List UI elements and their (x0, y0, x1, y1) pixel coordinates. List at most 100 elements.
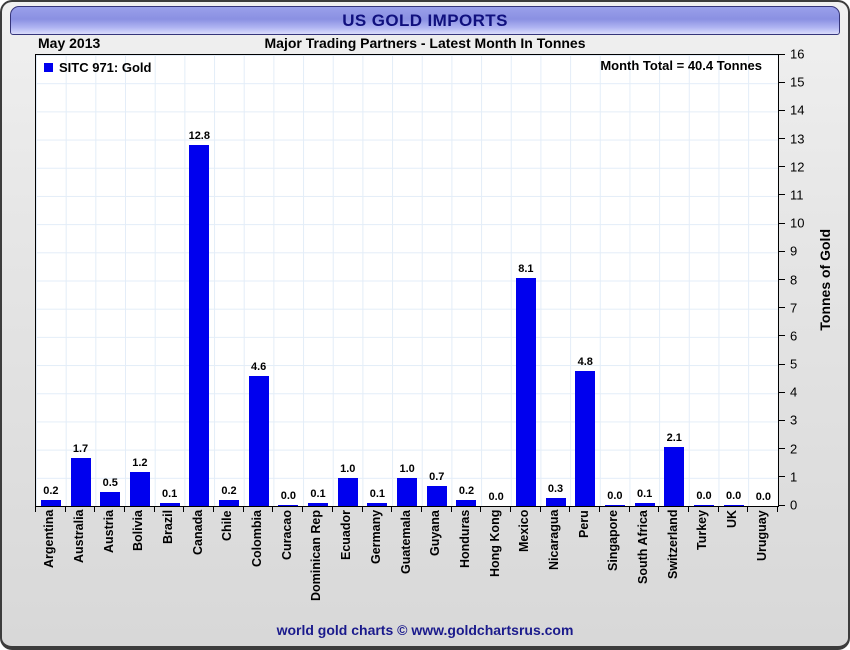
x-label-text-germany: Germany (368, 510, 383, 565)
bar-value-curacao: 0.0 (280, 490, 296, 502)
x-label-australia: Australia (65, 510, 95, 614)
bar-dominican-rep (308, 503, 329, 506)
y-tick-label-11: 11 (790, 187, 804, 203)
x-axis-labels: Argentina Australia Austria Bolivia Brazil Ca… (35, 510, 777, 614)
bar-germany (367, 503, 388, 506)
bar-colombia (248, 376, 269, 506)
legend-swatch (44, 63, 53, 72)
y-tick-label-4: 4 (790, 384, 798, 400)
y-tick-9 (778, 250, 785, 252)
bar-value-brazil: 0.1 (161, 488, 178, 501)
x-label-text-peru: Peru (576, 510, 591, 538)
x-label-text-bolivia: Bolivia (131, 510, 146, 551)
bar-honduras (456, 500, 477, 506)
x-tick-15 (480, 506, 482, 512)
y-tick-14 (778, 109, 785, 111)
bar-slot-colombia: 4.6 (244, 55, 274, 506)
y-tick-8 (778, 279, 785, 280)
x-label-south-africa: South Africa (629, 510, 659, 614)
bar-value-chile: 0.2 (221, 485, 237, 498)
x-label-text-singapore: Singapore (606, 510, 621, 572)
bar-slot-switzerland: 2.1 (659, 55, 689, 506)
bar-value-argentina: 0.2 (43, 485, 59, 498)
x-tick-24 (747, 506, 749, 512)
x-label-text-uk: UK (725, 510, 740, 529)
bar-peru (575, 370, 596, 506)
bar-slot-guyana: 0.7 (422, 55, 452, 506)
bar-uk (723, 505, 744, 506)
x-label-text-guyana: Guyana (428, 510, 443, 556)
x-label-argentina: Argentina (35, 510, 65, 614)
bar-value-dominican-rep: 0.1 (310, 488, 326, 501)
bar-slot-mexico: 8.1 (511, 55, 541, 506)
x-tick-18 (569, 506, 571, 512)
x-tick-7 (242, 506, 244, 512)
bar-slot-chile: 0.2 (214, 55, 244, 506)
x-label-text-guatemala: Guatemala (398, 510, 413, 574)
bar-slot-argentina: 0.2 (36, 55, 66, 506)
bar-slot-bolivia: 1.2 (125, 55, 155, 506)
y-tick-12 (778, 166, 785, 168)
x-tick-11 (361, 506, 363, 512)
x-tick-6 (213, 506, 215, 512)
x-label-peru: Peru (569, 510, 599, 614)
x-label-nicaragua: Nicaragua (540, 510, 570, 614)
y-tick-13 (778, 138, 785, 140)
bar-slot-uruguay: 0.0 (749, 55, 779, 506)
y-tick-label-14: 14 (790, 102, 805, 118)
x-label-mexico: Mexico (510, 510, 540, 614)
y-tick-2 (778, 448, 785, 450)
bar-bolivia (129, 472, 150, 506)
bar-singapore (604, 505, 625, 506)
x-label-bolivia: Bolivia (124, 510, 154, 614)
bar-value-austria: 0.5 (102, 476, 118, 489)
y-tick-label-0: 0 (790, 497, 798, 513)
y-axis-title: Tonnes of Gold (814, 54, 836, 505)
x-tick-4 (153, 506, 155, 512)
x-label-text-uruguay: Uruguay (754, 510, 769, 561)
y-tick-label-6: 6 (790, 328, 798, 344)
x-label-curacao: Curacao (273, 510, 303, 614)
x-tick-3 (124, 506, 125, 512)
bar-slot-germany: 0.1 (363, 55, 393, 506)
y-tick-16 (778, 54, 785, 55)
y-tick-7 (778, 307, 785, 309)
bar-guyana (426, 486, 447, 506)
bar-value-bolivia: 1.2 (132, 457, 148, 470)
x-label-austria: Austria (94, 510, 124, 614)
x-label-honduras: Honduras (451, 510, 481, 614)
x-label-text-austria: Austria (101, 510, 116, 554)
x-label-switzerland: Switzerland (658, 510, 688, 614)
x-tick-10 (331, 506, 333, 512)
x-axis-ticks (35, 506, 778, 512)
bar-value-peru: 4.8 (577, 355, 593, 368)
bars-container: 0.2 1.7 0.5 1.2 0.1 12.8 0.2 4.6 0.0 0.1 1.0 0.1 1.0… (36, 55, 778, 506)
bar-brazil (159, 503, 180, 506)
y-tick-3 (778, 419, 785, 421)
chart-subtitle: Major Trading Partners - Latest Month In… (264, 35, 586, 51)
y-tick-label-9: 9 (790, 243, 798, 259)
x-label-text-nicaragua: Nicaragua (546, 510, 561, 571)
x-label-singapore: Singapore (599, 510, 629, 614)
bar-argentina (40, 500, 61, 506)
month-total-annotation: Month Total = 40.4 Tonnes (600, 58, 762, 73)
bar-value-guyana: 0.7 (429, 471, 445, 484)
period-label: May 2013 (38, 35, 101, 51)
x-label-text-chile: Chile (220, 510, 235, 541)
bar-value-nicaragua: 0.3 (547, 482, 564, 495)
bar-slot-nicaragua: 0.3 (541, 55, 571, 506)
y-tick-label-13: 13 (790, 131, 805, 147)
y-tick-label-8: 8 (790, 272, 798, 287)
bar-slot-ecuador: 1.0 (333, 55, 363, 506)
bar-ecuador (337, 477, 358, 506)
bar-slot-austria: 0.5 (95, 55, 125, 506)
x-label-text-switzerland: Switzerland (665, 510, 680, 580)
bar-slot-turkey: 0.0 (689, 55, 719, 506)
bar-turkey (693, 505, 714, 506)
bar-value-guatemala: 1.0 (399, 462, 415, 475)
x-label-text-hong-kong: Hong Kong (487, 510, 502, 578)
x-tick-8 (272, 506, 274, 512)
y-axis: 0 1 2 3 4 5 6 7 8 9 10 11 12 13 14 15 16 (778, 47, 848, 513)
y-tick-10 (778, 222, 785, 224)
x-label-uruguay: Uruguay (748, 510, 778, 614)
